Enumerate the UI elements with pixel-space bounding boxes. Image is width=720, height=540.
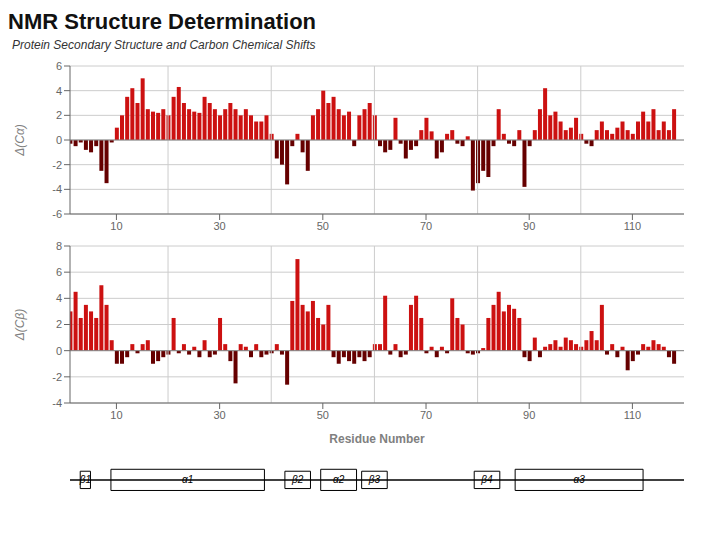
svg-text:β2: β2: [291, 474, 304, 485]
svg-text:110: 110: [624, 409, 642, 421]
svg-text:70: 70: [420, 409, 432, 421]
svg-text:α1: α1: [182, 474, 193, 485]
svg-text:4: 4: [56, 292, 62, 304]
svg-text:0: 0: [56, 345, 62, 357]
svg-text:Residue Number: Residue Number: [329, 432, 425, 443]
svg-text:β3: β3: [368, 474, 381, 485]
svg-text:30: 30: [214, 220, 226, 232]
svg-text:4: 4: [56, 85, 62, 97]
svg-text:6: 6: [56, 266, 62, 278]
svg-text:10: 10: [110, 409, 122, 421]
svg-text:-4: -4: [52, 397, 62, 409]
svg-text:90: 90: [523, 409, 535, 421]
svg-text:α2: α2: [333, 474, 345, 485]
html-text:NMR Structure Determination: NMR Structure Determination: [8, 9, 316, 34]
svg-text:110: 110: [624, 220, 642, 232]
svg-text:8: 8: [56, 240, 62, 252]
svg-text:50: 50: [317, 220, 329, 232]
html-text:Protein Secondary Structure an: Protein Secondary Structure and Carbon C…: [12, 38, 316, 52]
svg-text:β1: β1: [79, 474, 91, 485]
svg-text:90: 90: [523, 220, 535, 232]
svg-text:6: 6: [56, 60, 62, 72]
svg-text:0: 0: [56, 134, 62, 146]
svg-text:Δ(Cα): Δ(Cα): [13, 124, 27, 157]
svg-text:-2: -2: [52, 159, 62, 171]
svg-text:2: 2: [56, 318, 62, 330]
svg-text:β4: β4: [480, 474, 493, 485]
svg-text:Δ(Cβ): Δ(Cβ): [13, 309, 27, 342]
svg-text:50: 50: [317, 409, 329, 421]
svg-text:30: 30: [214, 409, 226, 421]
svg-text:-4: -4: [52, 183, 62, 195]
svg-text:10: 10: [110, 220, 122, 232]
svg-text:70: 70: [420, 220, 432, 232]
svg-text:-6: -6: [52, 208, 62, 220]
svg-text:-2: -2: [52, 371, 62, 383]
svg-text:2: 2: [56, 109, 62, 121]
svg-text:α3: α3: [573, 474, 585, 485]
